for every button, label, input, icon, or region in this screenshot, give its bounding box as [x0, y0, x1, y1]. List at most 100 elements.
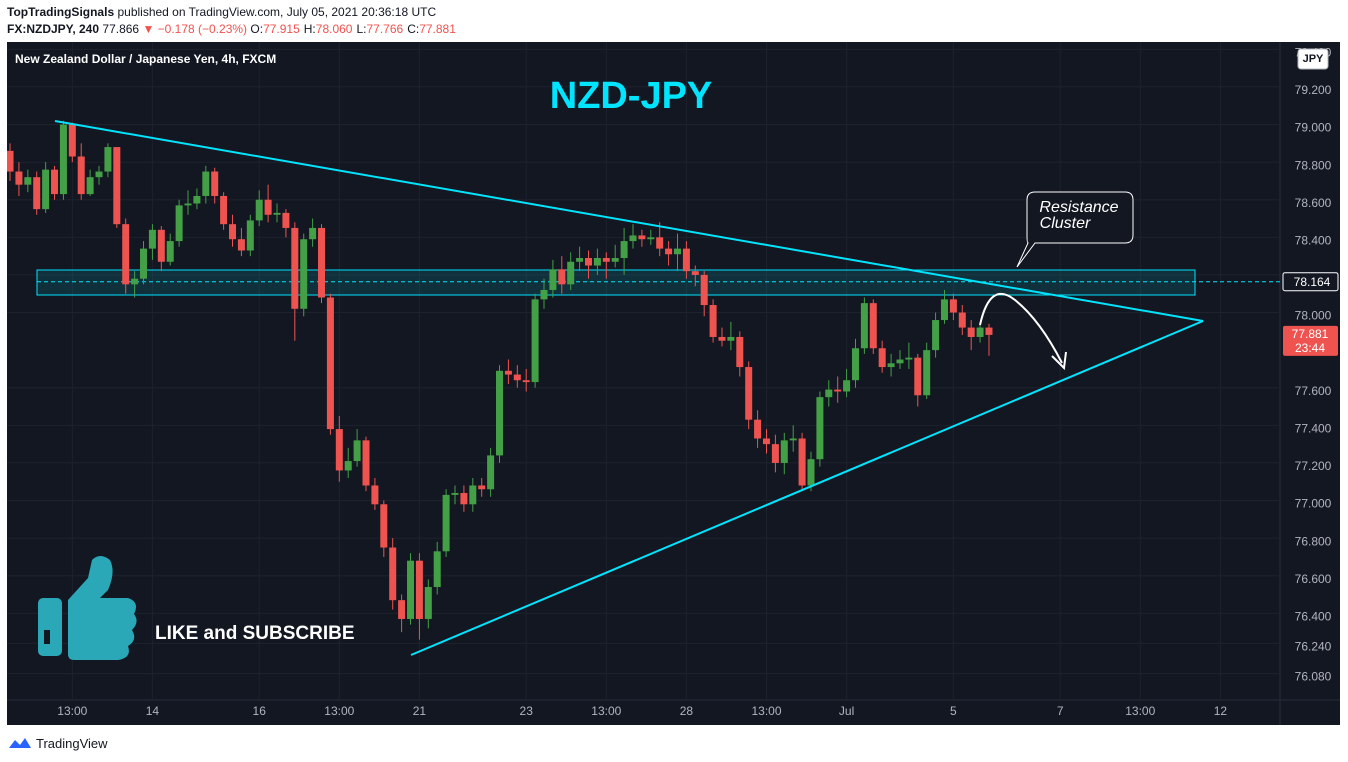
- candle-body: [264, 199, 272, 215]
- chart: Resistance Cluster LIKE and SUBSCRIBE Ne…: [7, 42, 1340, 725]
- candle-body: [522, 380, 530, 383]
- candle-body: [647, 237, 655, 240]
- candle-body: [148, 229, 156, 249]
- candle-body: [104, 147, 112, 172]
- candle-body: [202, 171, 210, 196]
- candle-body: [77, 156, 85, 195]
- candle-body: [15, 171, 23, 185]
- candle-body: [940, 299, 948, 321]
- candle-body: [344, 461, 352, 471]
- annotation-text: Cluster: [1040, 215, 1091, 232]
- candle-body: [175, 205, 183, 242]
- candle-body: [602, 258, 610, 262]
- candle-body: [958, 312, 966, 328]
- y-tick-label: 76.400: [1295, 610, 1332, 624]
- candle-body: [932, 320, 940, 351]
- candle-body: [300, 239, 308, 309]
- candle-body: [771, 444, 779, 463]
- candle-body: [914, 357, 922, 396]
- candle-body: [220, 195, 228, 225]
- x-tick-label: Jul: [839, 704, 854, 718]
- candle-body: [878, 348, 886, 368]
- candle-body: [593, 258, 601, 266]
- candle-body: [211, 171, 219, 196]
- candle-body: [487, 455, 495, 490]
- candle-body: [807, 459, 815, 486]
- candle-body: [754, 419, 762, 439]
- candle-body: [816, 397, 824, 460]
- candle-body: [673, 248, 681, 255]
- y-tick-label: 78.800: [1295, 158, 1332, 172]
- candle-body: [478, 485, 486, 490]
- y-tick-label: 76.800: [1295, 534, 1332, 548]
- candle-body: [309, 227, 317, 240]
- candle-body: [967, 327, 975, 337]
- projection-arrow: [979, 292, 1063, 364]
- candle-body: [371, 485, 379, 505]
- last-price-box: [1283, 325, 1338, 356]
- quote-line: FX:NZDJPY, 240 77.866 ▼ −0.178 (−0.23%) …: [7, 21, 460, 38]
- candle-body: [851, 348, 859, 381]
- candle-body: [33, 177, 41, 210]
- candle-body: [558, 269, 566, 285]
- y-tick-label: 78.000: [1295, 309, 1332, 323]
- candle-body: [896, 359, 904, 364]
- currency-badge: [1297, 48, 1329, 70]
- candle-body: [798, 438, 806, 486]
- candle-body: [727, 336, 735, 341]
- ohlc-value: 77.766: [366, 22, 404, 36]
- header: TopTradingSignals published on TradingVi…: [7, 4, 460, 38]
- ohlc-value: 77.881: [419, 22, 456, 36]
- change: ▼ −0.178 (−0.23%): [142, 22, 248, 36]
- brand-logo: [9, 738, 31, 748]
- y-tick-label: 77.600: [1295, 384, 1332, 398]
- candle-body: [193, 195, 201, 204]
- candle-body: [95, 171, 103, 178]
- x-tick-label: 5: [950, 704, 957, 718]
- arrow-head: [1051, 351, 1067, 371]
- candle-body: [140, 248, 148, 279]
- candle-body: [42, 169, 50, 210]
- candle-body: [949, 299, 957, 313]
- chart-subtitle: New Zealand Dollar / Japanese Yen, 4h, F…: [15, 52, 276, 66]
- candle-body: [246, 220, 254, 251]
- candle-body: [122, 224, 130, 285]
- ohlc-key: O:: [250, 22, 264, 36]
- ohlc-key: H:: [303, 22, 316, 36]
- candle-body: [860, 303, 868, 349]
- x-tick-label: 13:00: [57, 704, 87, 718]
- candle-body: [656, 237, 664, 249]
- candle-body: [611, 258, 619, 262]
- candle-body: [451, 493, 459, 495]
- published: published on TradingView.com, July 05, 2…: [117, 5, 437, 19]
- lower-trendline: [410, 320, 1204, 656]
- candle-body: [540, 289, 548, 300]
- candle-body: [691, 271, 699, 275]
- candle-body: [291, 227, 299, 309]
- candle-body: [415, 560, 423, 619]
- candle-body: [326, 297, 334, 430]
- footer: TradingView: [8, 735, 108, 751]
- candle-body: [745, 367, 753, 420]
- resistance-price-label: 78.164: [1294, 275, 1331, 289]
- candle-body: [282, 212, 290, 228]
- candle-body: [869, 303, 877, 349]
- upper-trendline: [54, 120, 1204, 322]
- price: 77.866: [102, 22, 140, 36]
- candle-body: [184, 203, 192, 206]
- candle-body: [237, 239, 245, 251]
- candle-body: [834, 389, 842, 392]
- candle-body: [424, 587, 432, 619]
- x-tick-label: 21: [413, 704, 427, 718]
- candle-body: [780, 440, 788, 463]
- currency-label: JPY: [1303, 53, 1324, 65]
- candle-body: [7, 150, 14, 172]
- x-tick-label: 16: [253, 704, 267, 718]
- candle-body: [762, 438, 770, 445]
- symbol: FX:NZDJPY, 240: [7, 22, 100, 36]
- candle-body: [68, 124, 76, 157]
- candle-body: [496, 370, 504, 456]
- resistance-price-box: [1282, 272, 1339, 292]
- y-tick-label: 76.240: [1295, 640, 1332, 654]
- ohlc-value: 78.060: [315, 22, 353, 36]
